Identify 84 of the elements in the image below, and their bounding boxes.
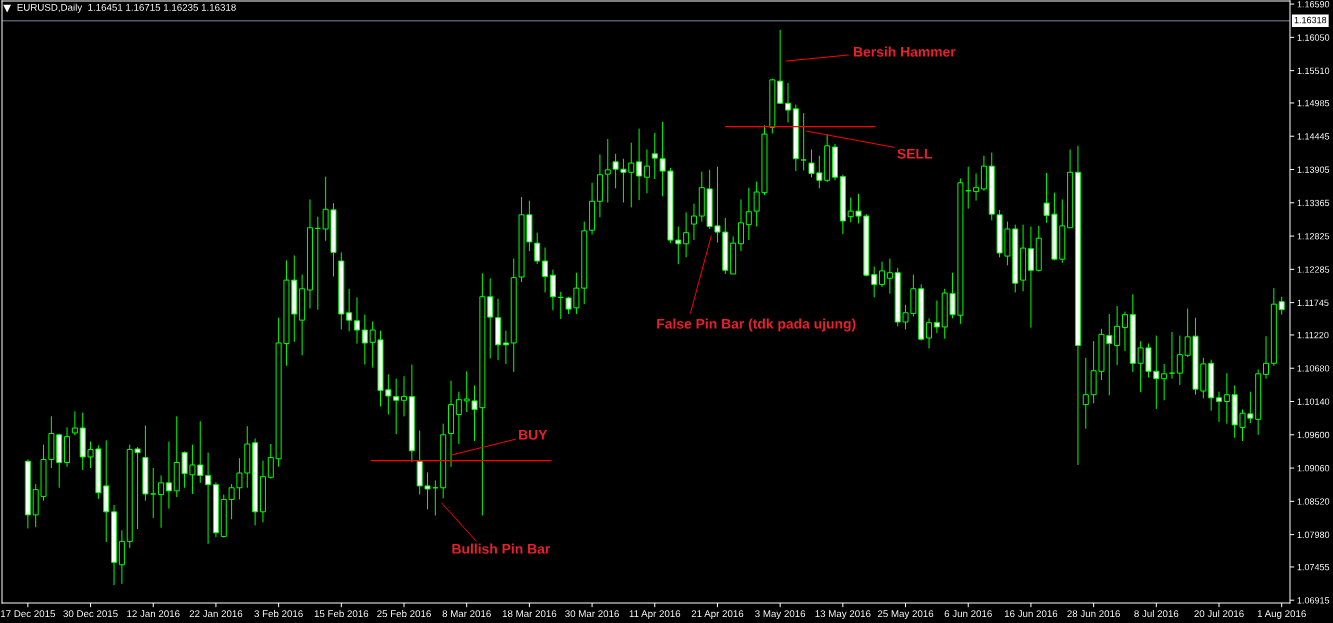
candlestick	[502, 330, 509, 365]
x-tick-label: 11 Apr 2016	[629, 610, 681, 620]
x-tick-label: 18 Mar 2016	[502, 610, 557, 618]
y-tick-label: 1.07455	[1297, 563, 1330, 571]
y-tick-label: 1.13905	[1297, 166, 1330, 173]
candlestick	[879, 261, 886, 288]
x-tick-label: 30 Dec 2015	[63, 610, 118, 618]
candlestick	[1114, 305, 1121, 366]
ref-line-label: 1.16318	[1294, 16, 1327, 24]
x-tick-label: 6 Jun 2016	[944, 610, 992, 618]
candlestick	[542, 246, 549, 293]
y-tick-label: 1.08520	[1297, 498, 1330, 505]
y-tick-label: 1.16590	[1297, 1, 1330, 8]
candlestick	[165, 441, 172, 510]
y-tick-label: 1.11745	[1297, 299, 1329, 306]
candlestick	[1161, 363, 1168, 401]
candlestick	[393, 378, 400, 435]
candlestick	[973, 173, 980, 202]
candlestick	[71, 410, 78, 436]
candlestick	[737, 198, 744, 252]
y-tick-label: 1.11220	[1297, 331, 1329, 339]
ref-line-label: SELL	[897, 148, 932, 159]
annotation: False Pin Bar (tdk pada ujung)	[657, 318, 856, 332]
candlestick	[980, 155, 987, 192]
candlestick	[361, 314, 368, 366]
y-tick-label: 1.06915	[1297, 597, 1330, 604]
annotation: Bersih Hammer	[853, 46, 956, 57]
candlestick	[353, 296, 360, 345]
x-tick-label: 25 Feb 2016	[377, 609, 431, 618]
candlestick	[455, 391, 462, 445]
candlestick	[636, 128, 643, 201]
ref-line-label: BUY	[519, 430, 548, 440]
y-tick-label: 1.12285	[1297, 266, 1330, 273]
candlestick	[926, 317, 933, 350]
y-tick-label: 1.10140	[1297, 398, 1330, 405]
x-tick-label: 30 Mar 2016	[565, 610, 619, 618]
candlestick	[205, 452, 212, 545]
x-tick-label: 3 Feb 2016	[254, 609, 303, 618]
candlestick	[784, 82, 791, 123]
chart-title: EURUSD,Daily 1.16451 1.16715 1.16235 1.16318	[17, 3, 236, 13]
x-tick-label: 16 Jun 2016	[1004, 610, 1058, 618]
x-tick-label: 22 Jan 2016	[189, 610, 243, 618]
y-tick-label: 1.15510	[1297, 67, 1330, 74]
y-tick-label: 1.13365	[1297, 199, 1330, 207]
y-tick-label: 1.07980	[1297, 531, 1330, 538]
x-tick-label: 21 Apr 2016	[691, 610, 744, 620]
candlestick	[1263, 335, 1270, 380]
x-tick-label: 12 Jan 2016	[127, 610, 180, 618]
x-tick-label: 25 May 2016	[877, 610, 934, 620]
candlestick	[886, 258, 893, 295]
candlestick	[933, 299, 940, 334]
y-tick-label: 1.10680	[1297, 365, 1330, 372]
candlestick	[1223, 372, 1230, 425]
candlestick	[549, 269, 556, 311]
x-tick-label: 8 Jul 2016	[1134, 609, 1179, 618]
candlestick	[534, 232, 541, 265]
candlestick	[401, 375, 408, 417]
x-tick-label: 3 May 2016	[755, 610, 806, 620]
x-tick-label: 20 Jul 2016	[1194, 609, 1244, 618]
x-tick-label: 15 Feb 2016	[314, 609, 369, 618]
candlestick	[800, 112, 807, 171]
x-tick-label: 28 Jun 2016	[1067, 610, 1120, 618]
y-tick-label: 1.14985	[1297, 99, 1330, 107]
candlestick	[1027, 226, 1034, 329]
candlestick	[346, 288, 353, 332]
y-tick-label: 1.14445	[1297, 133, 1330, 140]
x-tick-label: 8 Mar 2016	[442, 610, 491, 618]
candlestick	[777, 29, 784, 105]
candlestick	[1121, 311, 1128, 352]
candlestick	[690, 203, 697, 241]
y-tick-label: 1.09600	[1297, 431, 1330, 439]
candlestick	[150, 467, 157, 519]
x-tick-label: 17 Dec 2015	[1, 610, 56, 618]
y-tick-label: 1.12825	[1297, 233, 1330, 240]
candlestick	[158, 474, 165, 529]
annotation: Bullish Pin Bar	[452, 543, 551, 554]
y-tick-label: 1.16050	[1297, 34, 1330, 41]
x-tick-label: 1 Aug 2016	[1257, 610, 1306, 620]
candlestick	[643, 149, 650, 194]
candlestick	[683, 211, 690, 258]
candlestick	[118, 529, 125, 585]
x-tick-label: 13 May 2016	[815, 610, 871, 620]
candlestick	[1215, 391, 1223, 423]
y-tick-label: 1.09060	[1297, 465, 1330, 472]
